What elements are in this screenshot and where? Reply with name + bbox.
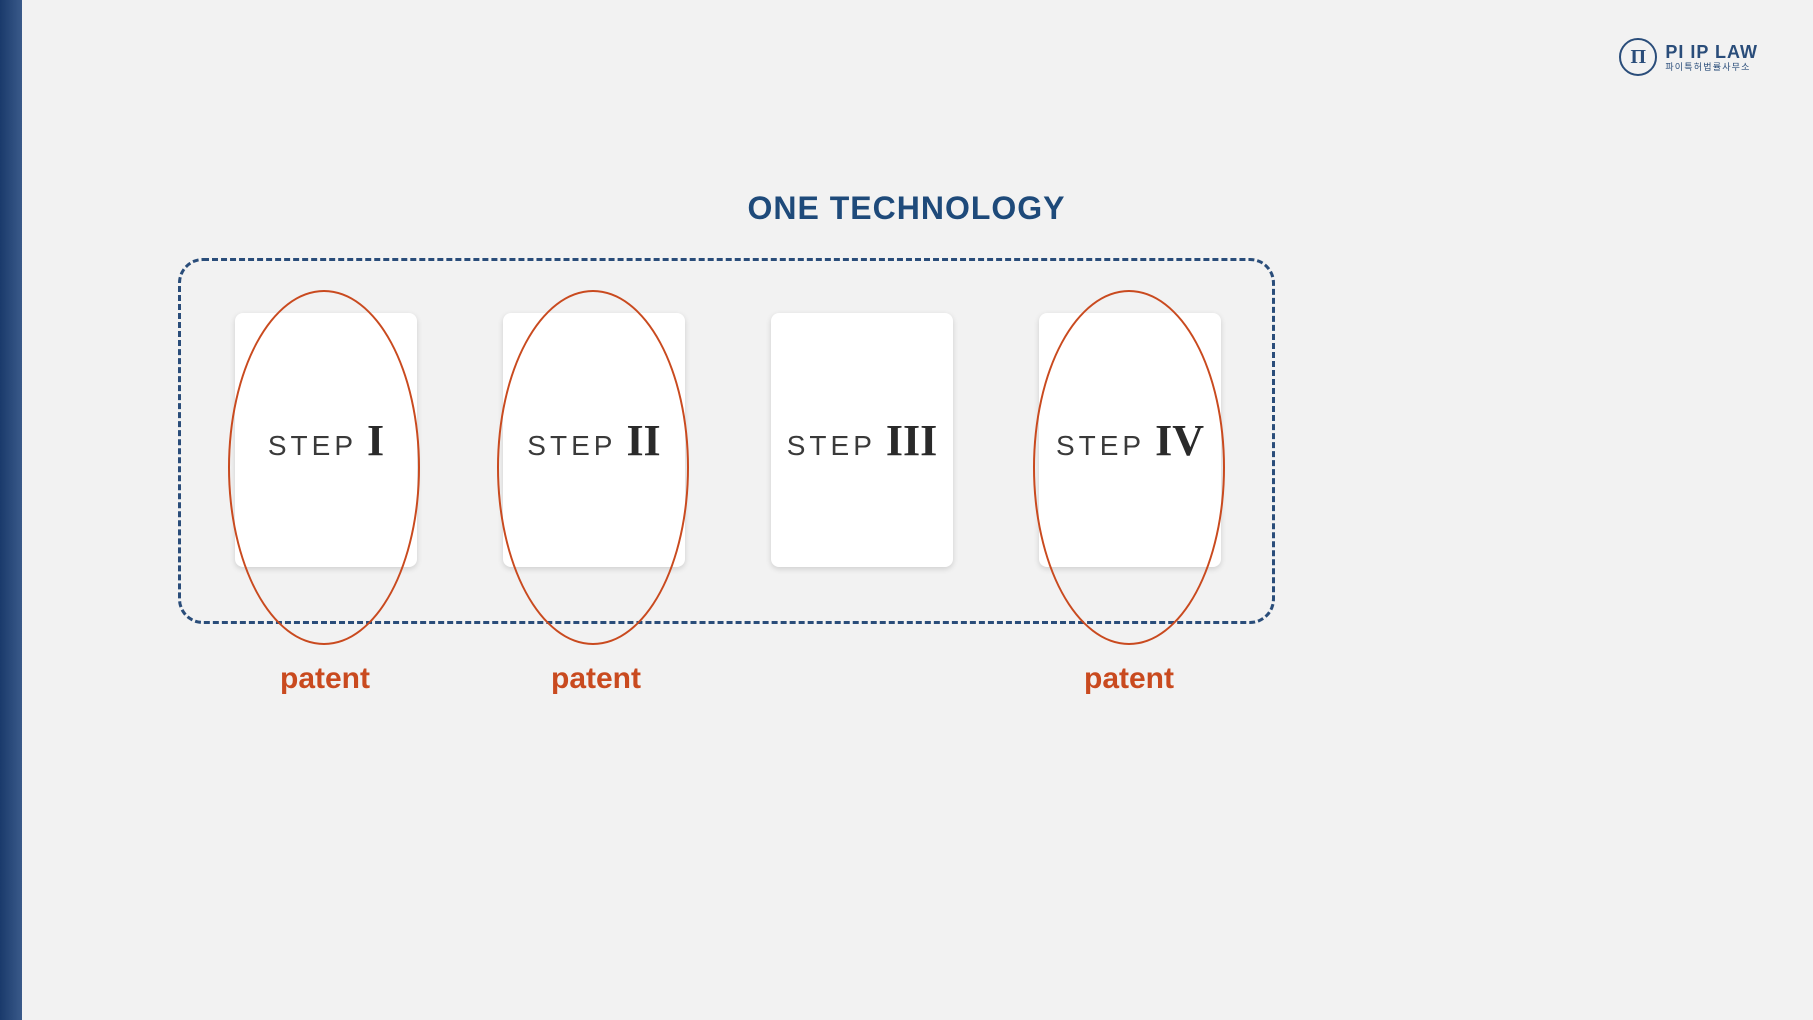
logo: Π PI IP LAW 파이특허법률사무소 [1619, 38, 1758, 76]
patent-ellipse-1 [228, 290, 420, 645]
step-card-3: STEP III [771, 313, 953, 567]
step-num: III [886, 415, 937, 466]
patent-label-3: patent [1084, 662, 1174, 696]
patent-ellipse-2 [497, 290, 689, 645]
step-card-label: STEP III [787, 415, 938, 466]
patent-ellipse-3 [1033, 290, 1225, 645]
patent-label-2: patent [551, 662, 641, 696]
patent-label-1: patent [280, 662, 370, 696]
logo-subtitle: 파이특허법률사무소 [1665, 63, 1758, 72]
step-word: STEP [787, 430, 876, 462]
logo-text-wrap: PI IP LAW 파이특허법률사무소 [1665, 43, 1758, 72]
logo-circle-icon: Π [1619, 38, 1657, 76]
page-title: ONE TECHNOLOGY [747, 190, 1065, 227]
logo-text: PI IP LAW [1665, 43, 1758, 61]
logo-symbol: Π [1631, 46, 1647, 69]
left-accent-bar [0, 0, 22, 1020]
